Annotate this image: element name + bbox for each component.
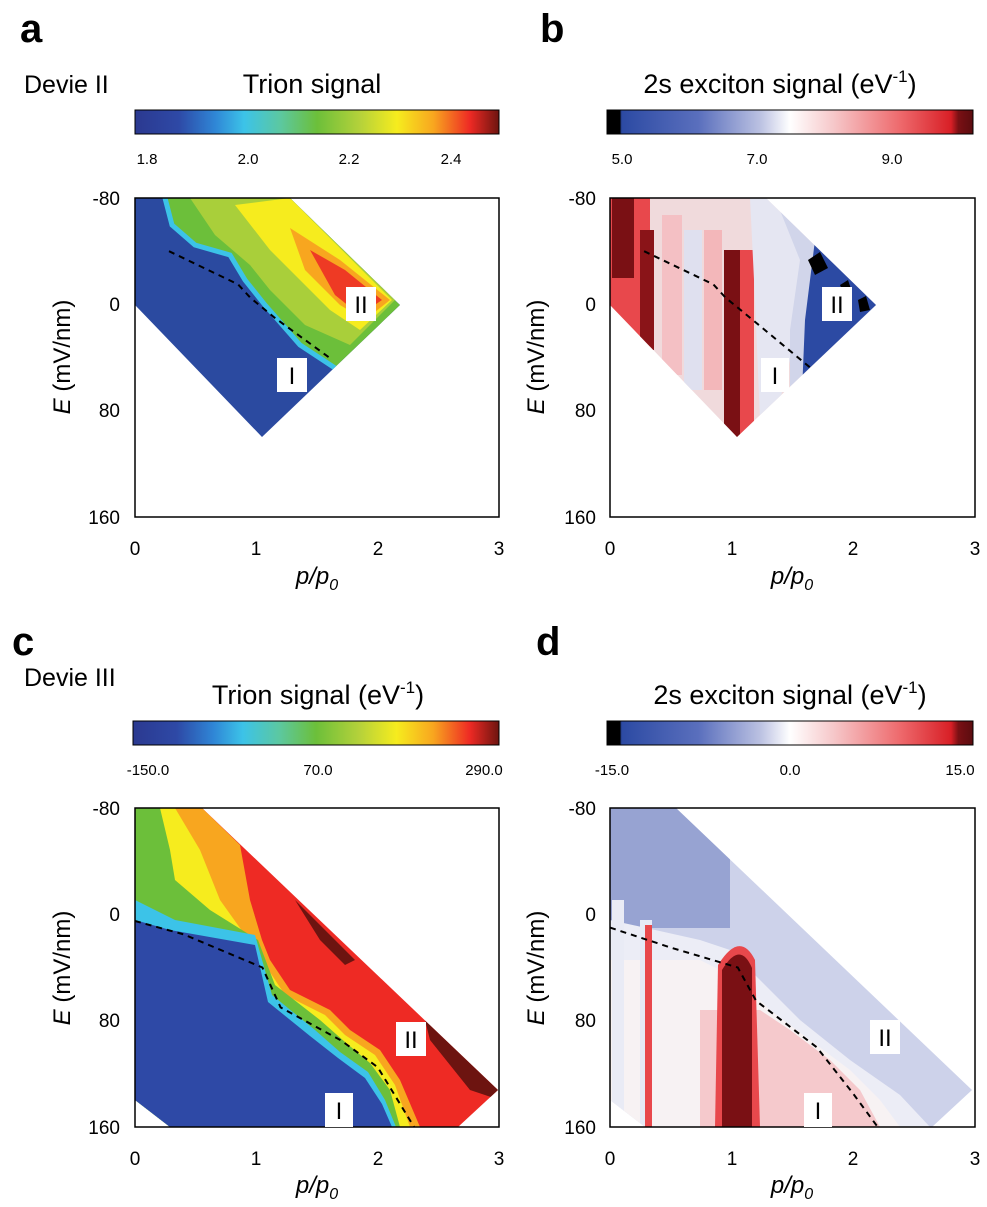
x-tick: 1 [727,1149,738,1170]
y-axis-label: E (mV/nm) [49,300,76,415]
panel-letter-b: b [540,7,564,51]
x-tick: 0 [130,1149,141,1170]
region-label-text: II [404,1027,417,1054]
y-tick: -80 [569,189,596,210]
x-axis-label: p/p0 [295,563,338,594]
colorbar-tick: 290.0 [465,762,503,779]
x-tick: 1 [251,539,262,560]
device-label: Devie III [24,664,116,692]
colorbar-tick: 2.0 [238,151,259,168]
colorbar-tick: 0.0 [780,762,801,779]
colorbar-tick: 1.8 [137,151,158,168]
x-tick: 2 [848,1149,859,1170]
panel-d: d 2s exciton signal (eV-1) -15.0 0.0 15.… [523,620,980,1203]
heatmap [135,808,498,1127]
panel-b: b 2s exciton signal (eV-1) 5.0 7.0 9.0 -… [523,7,980,594]
x-tick: 1 [251,1149,262,1170]
y-tick: 0 [109,905,120,926]
x-tick: 0 [130,539,141,560]
heatmap [135,198,400,437]
y-tick: 0 [585,295,596,316]
region-label-text: II [878,1025,891,1052]
y-tick: 80 [575,401,596,422]
y-tick: 80 [99,401,120,422]
region-label-II: II [396,1022,426,1056]
colorbar [606,720,974,746]
x-tick: 1 [727,539,738,560]
region-label-text: I [336,1098,343,1125]
colorbar-tick: 15.0 [945,762,974,779]
y-tick: 160 [564,1118,596,1139]
panel-letter-a: a [20,7,43,51]
colorbar-tick: 9.0 [882,151,903,168]
colorbar [134,109,500,135]
x-tick: 0 [605,1149,616,1170]
colorbar-title: Trion signal [243,69,382,99]
y-tick: 160 [88,1118,120,1139]
region-label-II: II [822,287,852,321]
region-label-II: II [346,287,376,321]
region-label-I: I [761,358,789,392]
plot-frame [609,807,976,1128]
region-label-I: I [277,358,307,392]
x-axis-label: p/p0 [770,563,813,594]
x-axis-label: p/p0 [770,1172,813,1203]
device-label: Devie II [24,71,109,99]
y-tick: 0 [109,295,120,316]
y-tick: 160 [88,508,120,529]
heatmap [610,808,972,1127]
colorbar-tick: 70.0 [303,762,332,779]
x-axis-label: p/p0 [295,1172,338,1203]
y-tick: -80 [93,189,120,210]
y-tick: 0 [585,905,596,926]
colorbar-tick: 7.0 [747,151,768,168]
panel-letter-d: d [536,620,560,664]
plot-frame [134,807,500,1128]
colorbar-title: Trion signal (eV-1) [212,678,424,710]
colorbar-tick: -150.0 [127,762,170,779]
phase-boundary-line [168,250,330,359]
y-tick: 160 [564,508,596,529]
panel-c: c Devie III Trion signal (eV-1) -150.0 7… [12,620,504,1203]
y-axis-label: E (mV/nm) [523,300,550,415]
region-label-text: II [830,292,843,319]
y-axis-label: E (mV/nm) [523,911,550,1026]
plot-frame [134,197,500,518]
x-tick: 2 [373,539,384,560]
region-label-I: I [804,1093,832,1127]
colorbar-tick: 5.0 [612,151,633,168]
region-label-II: II [870,1020,900,1054]
x-tick: 0 [605,539,616,560]
region-label-text: I [772,363,779,390]
y-axis-label: E (mV/nm) [49,911,76,1026]
colorbar-title: 2s exciton signal (eV-1) [653,678,926,710]
y-tick: -80 [569,799,596,820]
region-label-text: I [289,363,296,390]
colorbar-title: 2s exciton signal (eV-1) [643,67,916,99]
phase-boundary-line [134,920,415,1128]
x-tick: 2 [373,1149,384,1170]
x-tick: 3 [494,539,505,560]
y-tick: -80 [93,799,120,820]
colorbar-tick: 2.2 [339,151,360,168]
x-tick: 3 [970,539,981,560]
x-tick: 3 [494,1149,505,1170]
plot-frame [609,197,976,518]
y-tick: 80 [99,1011,120,1032]
region-label-text: II [354,292,367,319]
colorbar [606,109,974,135]
panel-letter-c: c [12,620,34,664]
region-label-text: I [815,1098,822,1125]
y-tick: 80 [575,1011,596,1032]
heatmap [610,198,876,437]
colorbar-tick: -15.0 [595,762,629,779]
x-tick: 3 [970,1149,981,1170]
region-label-I: I [325,1093,353,1127]
colorbar-tick: 2.4 [441,151,462,168]
panel-a: a Devie II Trion signal 1.8 2.0 2.2 2.4 … [20,7,504,594]
colorbar [132,720,500,746]
x-tick: 2 [848,539,859,560]
